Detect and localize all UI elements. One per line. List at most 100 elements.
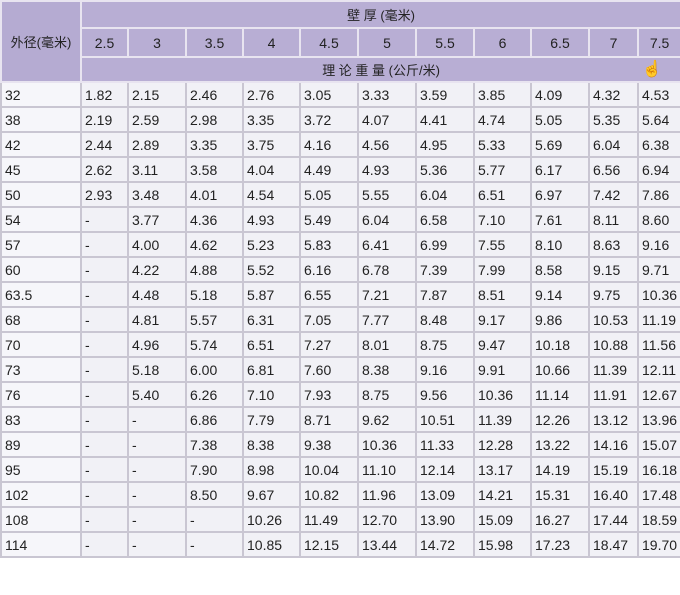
weight-cell: 8.38 bbox=[357, 356, 417, 383]
weight-cell: 7.77 bbox=[357, 306, 417, 333]
weight-cell: - bbox=[80, 206, 129, 233]
weight-cell: 9.62 bbox=[357, 406, 417, 433]
theoretical-weight-header: 理 论 重 量 (公斤/米) ☝ bbox=[79, 56, 680, 83]
table-row: 89- -7.38 8.38 9.38 10.36 11.33 12.28 13.22 14.1… bbox=[0, 431, 680, 458]
weight-cell: 1.82 bbox=[80, 81, 129, 108]
weight-cell: 14.72 bbox=[415, 531, 475, 558]
table-row: 68-4.81 5.57 6.31 7.05 7.77 8.48 9.17 9.86 10.53… bbox=[0, 306, 680, 333]
weight-cell: 6.31 bbox=[242, 306, 301, 333]
outer-diameter-cell: 95 bbox=[0, 456, 82, 483]
weight-cell: 12.11 bbox=[636, 356, 680, 383]
table-row: 70-4.96 5.74 6.51 7.27 8.01 8.75 9.47 10.18 10.8… bbox=[0, 331, 680, 358]
weight-cell: 6.94 bbox=[636, 156, 680, 183]
weight-cell: 3.85 bbox=[473, 81, 532, 108]
outer-diameter-cell: 68 bbox=[0, 306, 82, 333]
table-row: 32 1.82 2.15 2.46 2.76 3.05 3.33 3.59 3.85 4.09 4.… bbox=[0, 81, 680, 108]
outer-diameter-cell: 73 bbox=[0, 356, 82, 383]
weight-cell: 5.18 bbox=[127, 356, 187, 383]
weight-cell: 5.55 bbox=[357, 181, 417, 208]
outer-diameter-cell: 70 bbox=[0, 331, 82, 358]
weight-cell: 5.35 bbox=[588, 106, 639, 133]
outer-diameter-cell: 32 bbox=[0, 81, 82, 108]
outer-diameter-header: 外径(毫米) bbox=[0, 0, 82, 83]
weight-cell: 18.59 bbox=[636, 506, 680, 533]
weight-cell: - bbox=[185, 531, 244, 558]
weight-cell: 5.40 bbox=[127, 381, 187, 408]
outer-diameter-cell: 108 bbox=[0, 506, 82, 533]
table-row: 63.5-4.48 5.18 5.87 6.55 7.21 7.87 8.51 9.14 9.7… bbox=[0, 281, 680, 308]
weight-cell: 11.33 bbox=[415, 431, 475, 458]
weight-cell: 12.14 bbox=[415, 456, 475, 483]
weight-cell: 3.11 bbox=[127, 156, 187, 183]
weight-cell: 17.23 bbox=[530, 531, 590, 558]
weight-cell: 15.98 bbox=[473, 531, 532, 558]
weight-cell: 11.96 bbox=[357, 481, 417, 508]
weight-cell: 3.59 bbox=[415, 81, 475, 108]
weight-cell: 13.12 bbox=[588, 406, 639, 433]
weight-cell: 13.44 bbox=[357, 531, 417, 558]
weight-cell: - bbox=[80, 356, 129, 383]
weight-cell: 10.88 bbox=[588, 331, 639, 358]
thickness-header-6.5: 6.5 bbox=[530, 27, 590, 58]
table-row: 57-4.00 4.62 5.23 5.83 6.41 6.99 7.55 8.10 8.63 9… bbox=[0, 231, 680, 258]
table-row: 38 2.19 2.59 2.98 3.35 3.72 4.07 4.41 4.74 5.05 5.… bbox=[0, 106, 680, 133]
weight-cell: 2.93 bbox=[80, 181, 129, 208]
outer-diameter-cell: 42 bbox=[0, 131, 82, 158]
weight-cell: 6.55 bbox=[299, 281, 359, 308]
weight-cell: 6.00 bbox=[185, 356, 244, 383]
weight-cell: 8.71 bbox=[299, 406, 359, 433]
weight-cell: 11.91 bbox=[588, 381, 639, 408]
weight-cell: - bbox=[127, 531, 187, 558]
thickness-header-3: 3 bbox=[127, 27, 187, 58]
weight-cell: 2.59 bbox=[127, 106, 187, 133]
outer-diameter-cell: 38 bbox=[0, 106, 82, 133]
thickness-header-7.5: 7.5 bbox=[636, 27, 680, 58]
theoretical-weight-label: 理 论 重 量 (公斤/米) bbox=[322, 63, 440, 78]
weight-cell: 12.26 bbox=[530, 406, 590, 433]
weight-cell: 6.78 bbox=[357, 256, 417, 283]
weight-cell: 2.19 bbox=[80, 106, 129, 133]
table-row: 54-3.77 4.36 4.93 5.49 6.04 6.58 7.10 7.61 8.11 8… bbox=[0, 206, 680, 233]
outer-diameter-cell: 89 bbox=[0, 431, 82, 458]
weight-cell: 4.62 bbox=[185, 231, 244, 258]
weight-cell: - bbox=[80, 406, 129, 433]
weight-cell: - bbox=[80, 481, 129, 508]
weight-cell: 10.04 bbox=[299, 456, 359, 483]
table-row: 108- - -10.26 11.49 12.70 13.90 15.09 16.27 17.4… bbox=[0, 506, 680, 533]
weight-cell: 6.04 bbox=[588, 131, 639, 158]
weight-cell: 8.50 bbox=[185, 481, 244, 508]
weight-cell: 3.35 bbox=[185, 131, 244, 158]
weight-cell: 5.05 bbox=[299, 181, 359, 208]
weight-cell: 12.15 bbox=[299, 531, 359, 558]
weight-cell: 13.96 bbox=[636, 406, 680, 433]
weight-cell: 6.56 bbox=[588, 156, 639, 183]
weight-cell: 13.17 bbox=[473, 456, 532, 483]
weight-cell: 8.75 bbox=[357, 381, 417, 408]
weight-cell: 5.77 bbox=[473, 156, 532, 183]
thickness-header-2.5: 2.5 bbox=[80, 27, 129, 58]
weight-cell: 9.14 bbox=[530, 281, 590, 308]
weight-cell: 7.10 bbox=[473, 206, 532, 233]
weight-cell: 18.47 bbox=[588, 531, 639, 558]
weight-cell: 15.09 bbox=[473, 506, 532, 533]
weight-cell: - bbox=[185, 506, 244, 533]
steel-pipe-weight-table: 外径(毫米) 壁 厚 (毫米) 2.5 3 3.5 4 4.5 5 5.5 6 6.5 7 7.5 … bbox=[0, 0, 680, 558]
weight-cell: 4.36 bbox=[185, 206, 244, 233]
weight-cell: 11.10 bbox=[357, 456, 417, 483]
weight-cell: 11.14 bbox=[530, 381, 590, 408]
weight-cell: 5.52 bbox=[242, 256, 301, 283]
weight-cell: 4.04 bbox=[242, 156, 301, 183]
weight-cell: 9.38 bbox=[299, 431, 359, 458]
weight-cell: 16.18 bbox=[636, 456, 680, 483]
weight-cell: 4.96 bbox=[127, 331, 187, 358]
table-row: 102- -8.50 9.67 10.82 11.96 13.09 14.21 15.31 16… bbox=[0, 481, 680, 508]
weight-cell: - bbox=[127, 431, 187, 458]
weight-cell: 4.74 bbox=[473, 106, 532, 133]
weight-cell: 2.98 bbox=[185, 106, 244, 133]
weight-cell: 4.41 bbox=[415, 106, 475, 133]
table-row: 95- -7.90 8.98 10.04 11.10 12.14 13.17 14.19 15.… bbox=[0, 456, 680, 483]
weight-cell: 7.27 bbox=[299, 331, 359, 358]
table-row: 45 2.62 3.11 3.58 4.04 4.49 4.93 5.36 5.77 6.17 6.… bbox=[0, 156, 680, 183]
weight-cell: 4.48 bbox=[127, 281, 187, 308]
weight-cell: 5.74 bbox=[185, 331, 244, 358]
